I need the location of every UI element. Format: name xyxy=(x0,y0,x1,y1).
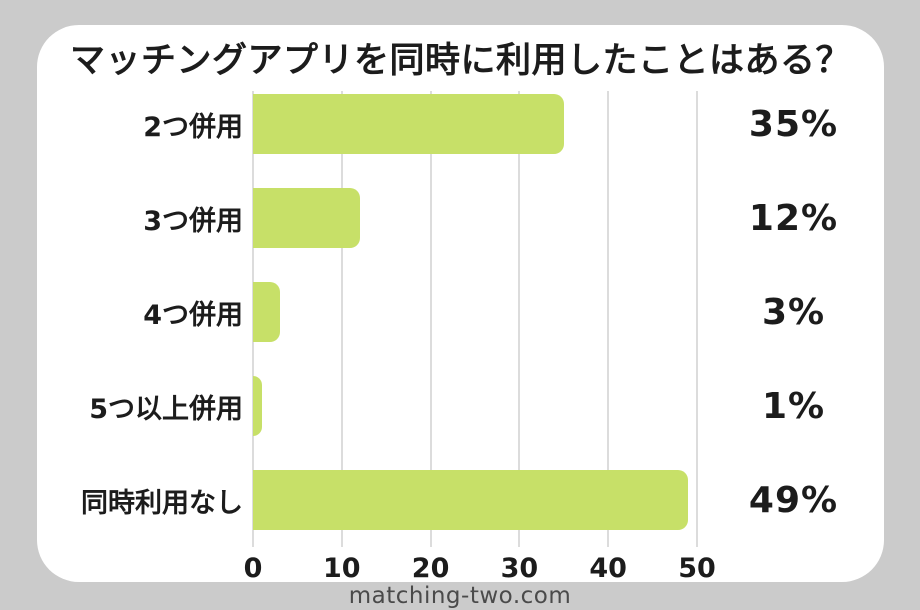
gridline xyxy=(340,91,343,547)
bar-track xyxy=(253,359,703,453)
chart-row: 同時利用なし 49% xyxy=(37,453,884,547)
bar-track xyxy=(253,77,703,171)
x-tick-label: 50 xyxy=(678,553,716,584)
category-label: 5つ以上併用 xyxy=(89,393,243,425)
chart-row: 2つ併用 35% xyxy=(37,77,884,171)
category-label: 同時利用なし xyxy=(81,487,243,519)
gridline xyxy=(607,91,610,547)
gridline xyxy=(518,91,521,547)
gridline xyxy=(429,91,432,547)
x-tick-label: 40 xyxy=(589,553,627,584)
category-label: 4つ併用 xyxy=(143,299,243,331)
chart-title: マッチングアプリを同時に利用したことはある？ xyxy=(69,41,851,81)
x-tick-label: 20 xyxy=(411,553,450,584)
value-label: 1% xyxy=(761,385,826,427)
chart-row: 3つ併用 12% xyxy=(37,171,884,265)
category-label: 3つ併用 xyxy=(143,205,243,237)
bar-track xyxy=(253,453,703,547)
bar xyxy=(253,282,280,342)
bar xyxy=(253,94,564,154)
value-label: 3% xyxy=(761,291,826,333)
bar xyxy=(253,188,360,248)
bar xyxy=(253,470,689,530)
chart-card: マッチングアプリを同時に利用したことはある？ 2つ併用 35% 3つ併用 12% 4つ併… xyxy=(37,25,884,584)
bar xyxy=(253,376,262,436)
x-tick-label: 10 xyxy=(323,553,361,584)
x-axis: 0 10 20 30 40 50 xyxy=(244,553,716,585)
source-footer: matching-two.com xyxy=(348,583,572,609)
x-tick-label: 0 xyxy=(243,553,263,584)
chart-row: 5つ以上併用 1% xyxy=(37,359,884,453)
value-label: 49% xyxy=(748,479,839,521)
x-tick-label: 30 xyxy=(500,553,539,584)
bar-track xyxy=(253,265,703,359)
gridline xyxy=(696,91,698,547)
chart-row: 4つ併用 3% xyxy=(37,265,884,359)
bar-chart: 2つ併用 35% 3つ併用 12% 4つ併用 3% 5つ以上併用 1% 同時利用なし 49% 0 1… xyxy=(37,77,884,584)
chart-rows: 2つ併用 35% 3つ併用 12% 4つ併用 3% 5つ以上併用 1% 同時利用なし 49% xyxy=(37,77,884,547)
value-label: 35% xyxy=(748,103,839,145)
category-label: 2つ併用 xyxy=(143,111,243,143)
value-label: 12% xyxy=(748,197,839,239)
bar-track xyxy=(253,171,703,265)
